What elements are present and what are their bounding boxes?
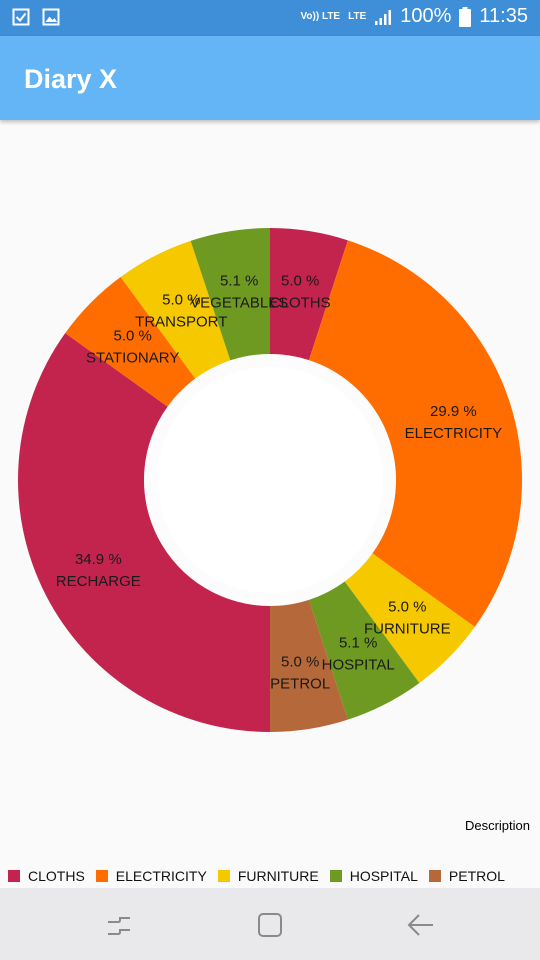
slice-value-label: 5.0 % (162, 292, 200, 309)
legend-swatch (217, 870, 230, 882)
slice-value-label: 34.9 % (75, 551, 122, 568)
pie-slice-electricity[interactable] (308, 240, 522, 627)
legend-label: PETROL (448, 868, 505, 884)
slice-category-label: ELECTRICITY (405, 425, 503, 442)
slice-category-label: PETROL (270, 676, 330, 693)
legend-item-hospital: HOSPITAL (329, 868, 418, 884)
legend-swatch (8, 870, 20, 882)
app-bar: Diary X (0, 36, 540, 120)
back-icon[interactable] (406, 910, 436, 940)
status-bar: Vo)) LTE LTE 100% 11:35 (0, 0, 540, 36)
system-status: Vo)) LTE LTE 100% 11:35 (300, 5, 528, 28)
lte-indicator: LTE (348, 10, 367, 22)
donut-chart[interactable]: 5.0 % CLOTHS 29.9 % ELECTRICITY 5.0 % FURNITU… (0, 120, 540, 890)
legend-item-cloths: CLOTHS (8, 868, 85, 884)
slice-value-label: 5.0 % (113, 327, 151, 344)
legend-swatch (428, 870, 441, 882)
pie-slice-vegetables[interactable] (190, 228, 270, 361)
legend-label: FURNITURE (237, 868, 319, 884)
notification-icons (12, 8, 60, 26)
donut-hole (157, 367, 383, 593)
slice-category-label: HOSPITAL (322, 657, 395, 674)
chart-description: Description (464, 818, 530, 833)
slice-value-label: 29.9 % (430, 403, 477, 420)
slice-category-label: FURNITURE (364, 621, 451, 638)
battery-icon (459, 6, 472, 27)
chart-legend: CLOTHS ELECTRICITY FURNITURE HOSPITAL PE… (8, 868, 516, 884)
checkbox-notification-icon (12, 8, 30, 26)
pie-slice-furniture[interactable] (344, 553, 475, 683)
app-title: Diary X (24, 64, 118, 94)
battery-percentage: 100% (400, 5, 452, 27)
home-icon[interactable] (255, 910, 285, 940)
slice-category-label: CLOTHS (270, 294, 331, 311)
slice-value-label: 5.0 % (388, 599, 426, 616)
legend-item-petrol: PETROL (428, 868, 505, 884)
pie-slice-hospital[interactable] (308, 581, 420, 720)
legend-label: HOSPITAL (349, 868, 418, 884)
pie-slice-recharge[interactable] (17, 333, 271, 732)
pie-slice-petrol[interactable] (270, 599, 348, 732)
signal-icon (375, 9, 392, 25)
clock: 11:35 (479, 5, 528, 27)
slice-category-label: TRANSPORT (135, 314, 227, 331)
recent-apps-icon[interactable] (104, 910, 134, 940)
pie-slice-cloths[interactable] (270, 228, 348, 361)
navigation-bar (0, 888, 540, 960)
legend-label: ELECTRICITY (115, 868, 207, 884)
pie-slice-stationary[interactable] (65, 277, 196, 407)
legend-item-electricity: ELECTRICITY (95, 868, 207, 884)
image-notification-icon (42, 8, 60, 26)
slice-value-label: 5.1 % (339, 635, 377, 652)
slice-value-label: 5.0 % (281, 272, 319, 289)
legend-item-furniture: FURNITURE (217, 868, 319, 884)
legend-label: CLOTHS (28, 868, 85, 884)
slice-category-label: STATIONARY (86, 349, 179, 366)
legend-swatch (95, 870, 108, 882)
legend-swatch (329, 870, 342, 882)
pie-slice-transport[interactable] (120, 240, 231, 379)
slice-value-label: 5.0 % (281, 654, 319, 671)
slice-category-label: VEGETABLES (190, 294, 288, 311)
slice-value-label: 5.1 % (220, 272, 258, 289)
slice-category-label: RECHARGE (56, 573, 141, 590)
volte-indicator: Vo)) LTE (300, 10, 341, 22)
